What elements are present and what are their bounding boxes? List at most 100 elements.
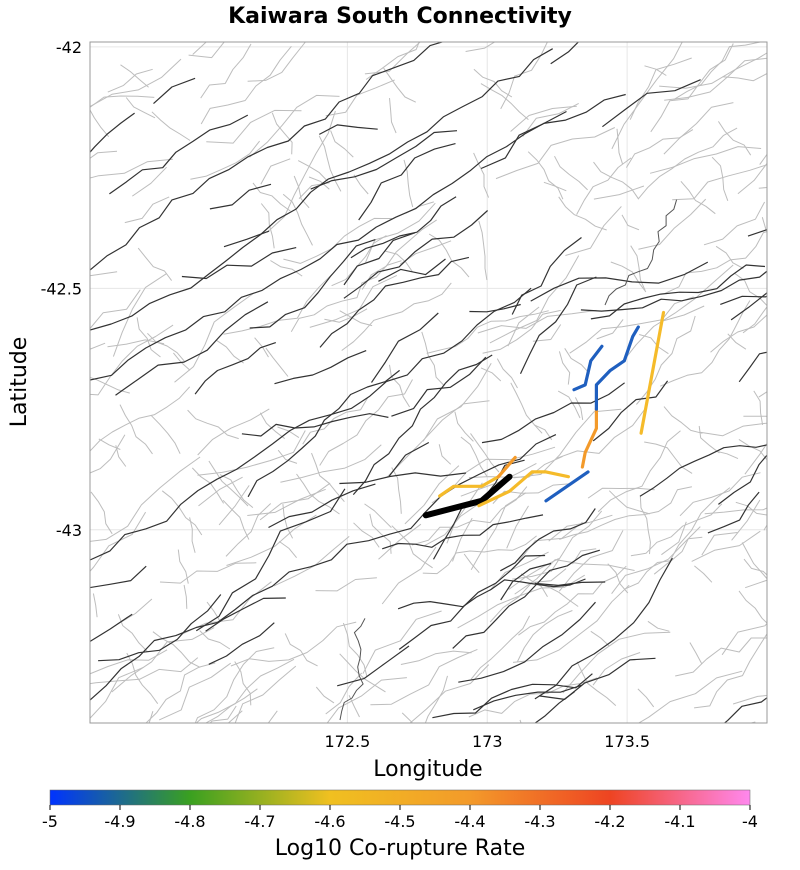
fault-trace xyxy=(637,127,738,200)
fault-trace xyxy=(787,360,800,394)
fault-trace xyxy=(350,196,457,259)
fault-trace xyxy=(424,675,448,723)
fault-trace xyxy=(153,77,196,105)
fault-trace xyxy=(409,664,490,723)
fault-trace xyxy=(311,452,345,503)
fault-trace xyxy=(319,124,378,135)
fault-trace xyxy=(90,108,110,138)
fault-trace xyxy=(637,670,743,723)
corupture-section xyxy=(580,407,598,469)
fault-trace xyxy=(188,42,225,59)
fault-trace xyxy=(715,450,739,460)
fault-trace xyxy=(148,711,154,723)
fault-trace xyxy=(463,553,480,574)
fault-trace xyxy=(206,601,221,623)
fault-trace xyxy=(574,397,584,420)
colorbar-tick-label: -5 xyxy=(42,812,58,831)
fault-trace xyxy=(90,287,532,561)
corupture-section xyxy=(594,325,640,411)
fault-trace xyxy=(738,590,767,624)
fault-trace xyxy=(506,505,529,549)
x-axis-label: Longitude xyxy=(373,757,482,782)
fault-trace xyxy=(565,206,622,256)
fault-trace xyxy=(90,456,201,542)
fault-trace xyxy=(638,198,707,250)
fault-trace xyxy=(90,491,113,535)
fault-trace xyxy=(534,581,606,586)
colorbar-tick-label: -4.1 xyxy=(664,812,695,831)
fault-trace xyxy=(679,472,761,517)
fault-trace xyxy=(704,507,767,515)
fault-trace xyxy=(557,390,581,419)
fault-trace xyxy=(132,166,167,197)
fault-trace xyxy=(749,721,756,723)
fault-trace xyxy=(112,272,168,357)
fault-trace xyxy=(795,296,800,355)
fault-trace xyxy=(271,112,293,155)
fault-trace xyxy=(559,486,693,540)
fault-trace xyxy=(222,499,250,540)
fault-trace xyxy=(331,235,387,287)
fault-trace xyxy=(694,565,713,583)
fault-trace xyxy=(208,622,275,665)
fault-trace xyxy=(470,433,500,473)
fault-trace xyxy=(763,524,767,531)
fault-trace xyxy=(197,430,306,476)
fault-trace xyxy=(735,501,767,516)
fault-trace xyxy=(720,295,767,305)
fault-trace xyxy=(590,264,766,320)
fault-trace xyxy=(260,203,275,249)
fault-trace xyxy=(282,504,294,539)
fault-trace xyxy=(330,130,354,158)
fault-trace xyxy=(772,621,800,691)
fault-trace xyxy=(465,42,496,52)
chart-title: Kaiwara South Connectivity xyxy=(228,4,572,29)
fault-trace xyxy=(200,45,292,125)
fault-trace xyxy=(554,155,588,191)
corupture-section xyxy=(477,470,570,508)
fault-trace xyxy=(326,677,407,723)
corupture-section xyxy=(572,344,604,392)
fault-trace xyxy=(663,406,703,434)
fault-trace xyxy=(689,642,703,664)
fault-trace xyxy=(284,633,318,667)
fault-trace xyxy=(721,622,767,656)
fault-trace xyxy=(473,68,513,98)
fault-trace xyxy=(109,114,249,195)
fault-trace xyxy=(319,379,413,466)
fault-trace xyxy=(703,201,766,246)
fault-trace xyxy=(468,455,563,479)
fault-trace xyxy=(90,511,147,572)
fault-trace xyxy=(597,430,681,513)
fault-trace xyxy=(452,549,600,649)
fault-trace xyxy=(310,130,458,190)
fault-trace xyxy=(259,482,331,521)
fault-trace xyxy=(621,214,640,231)
colorbar-tick-label: -4 xyxy=(742,812,758,831)
y-tick-label: -43 xyxy=(56,521,82,540)
fault-trace xyxy=(717,121,752,156)
fault-trace xyxy=(381,546,437,605)
fault-trace xyxy=(608,490,650,515)
fault-trace xyxy=(534,691,575,723)
fault-trace xyxy=(343,232,416,286)
fault-trace xyxy=(98,438,121,450)
y-tick-label: -42.5 xyxy=(41,279,82,298)
fault-trace xyxy=(422,363,492,442)
fault-trace xyxy=(198,476,243,507)
fault-trace xyxy=(194,647,275,723)
fault-trace xyxy=(592,380,669,442)
fault-trace xyxy=(753,390,764,425)
fault-trace xyxy=(718,454,767,505)
fault-trace xyxy=(742,305,767,334)
fault-trace xyxy=(398,554,546,650)
fault-trace xyxy=(680,180,716,215)
fault-trace xyxy=(265,347,289,377)
fault-trace xyxy=(480,367,502,382)
fault-trace xyxy=(111,627,215,693)
fault-trace xyxy=(391,356,487,417)
fault-trace xyxy=(637,688,655,708)
fault-trace xyxy=(308,176,330,190)
fault-trace xyxy=(770,528,798,566)
fault-trace xyxy=(362,610,442,674)
